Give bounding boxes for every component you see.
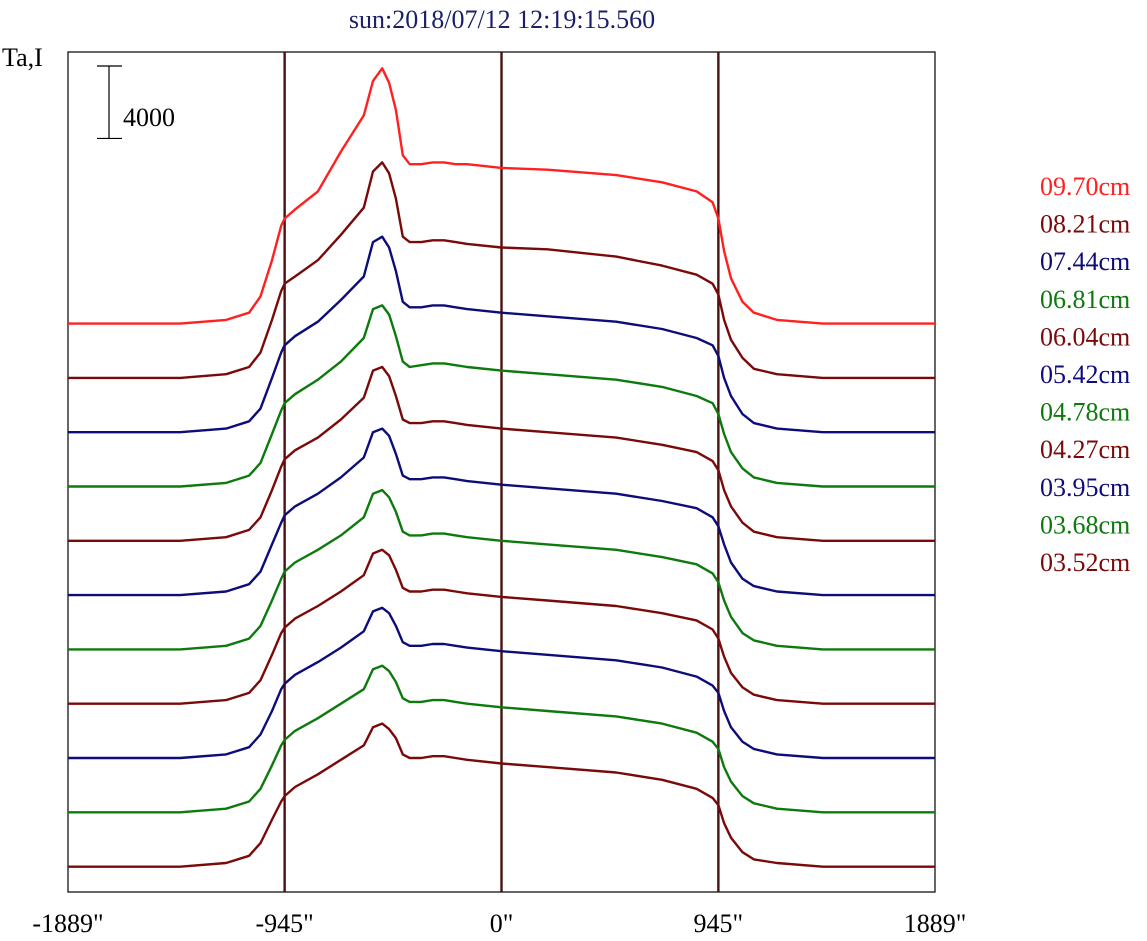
series-line-03.52cm: [68, 722, 935, 868]
legend-entry: 06.04cm: [1040, 322, 1130, 351]
legend-entry: 08.21cm: [1040, 210, 1130, 239]
scale-bar: 4000: [97, 65, 175, 140]
legend-entry: 04.78cm: [1040, 398, 1130, 427]
x-tick-labels: -1889" -945" 0" 945" 1889": [32, 909, 966, 938]
x-tick-label: 1889": [904, 909, 967, 938]
vertical-reference-lines: [283, 52, 720, 892]
series-line-08.21cm: [68, 161, 935, 380]
x-tick-label: -945": [255, 909, 313, 938]
legend-entry: 04.27cm: [1040, 435, 1130, 464]
legend-entry: 06.81cm: [1040, 285, 1130, 314]
scale-bar-label: 4000: [123, 103, 175, 132]
series-line-09.70cm: [68, 67, 935, 325]
legend-entry: 07.44cm: [1040, 247, 1130, 276]
legend: 09.70cm 08.21cm 07.44cm 06.81cm 06.04cm 05.42…: [1040, 172, 1130, 577]
series-line-03.68cm: [68, 664, 935, 814]
series-line-04.27cm: [68, 548, 935, 705]
series-lines: [68, 67, 935, 868]
series-line-06.81cm: [68, 304, 935, 488]
legend-entry: 03.68cm: [1040, 510, 1130, 539]
series-line-04.78cm: [68, 488, 935, 651]
series-line-07.44cm: [68, 235, 935, 434]
x-tick-label: -1889": [32, 909, 103, 938]
x-tick-label: 945": [694, 909, 744, 938]
series-line-05.42cm: [68, 427, 935, 597]
x-tick-label: 0": [490, 909, 514, 938]
chart-title: sun:2018/07/12 12:19:15.560: [349, 5, 655, 34]
legend-entry: 09.70cm: [1040, 172, 1130, 201]
series-line-03.95cm: [68, 606, 935, 760]
y-axis-label: Ta,I: [2, 43, 43, 72]
legend-entry: 03.52cm: [1040, 548, 1130, 577]
series-line-06.04cm: [68, 365, 935, 542]
legend-entry: 05.42cm: [1040, 360, 1130, 389]
legend-entry: 03.95cm: [1040, 473, 1130, 502]
